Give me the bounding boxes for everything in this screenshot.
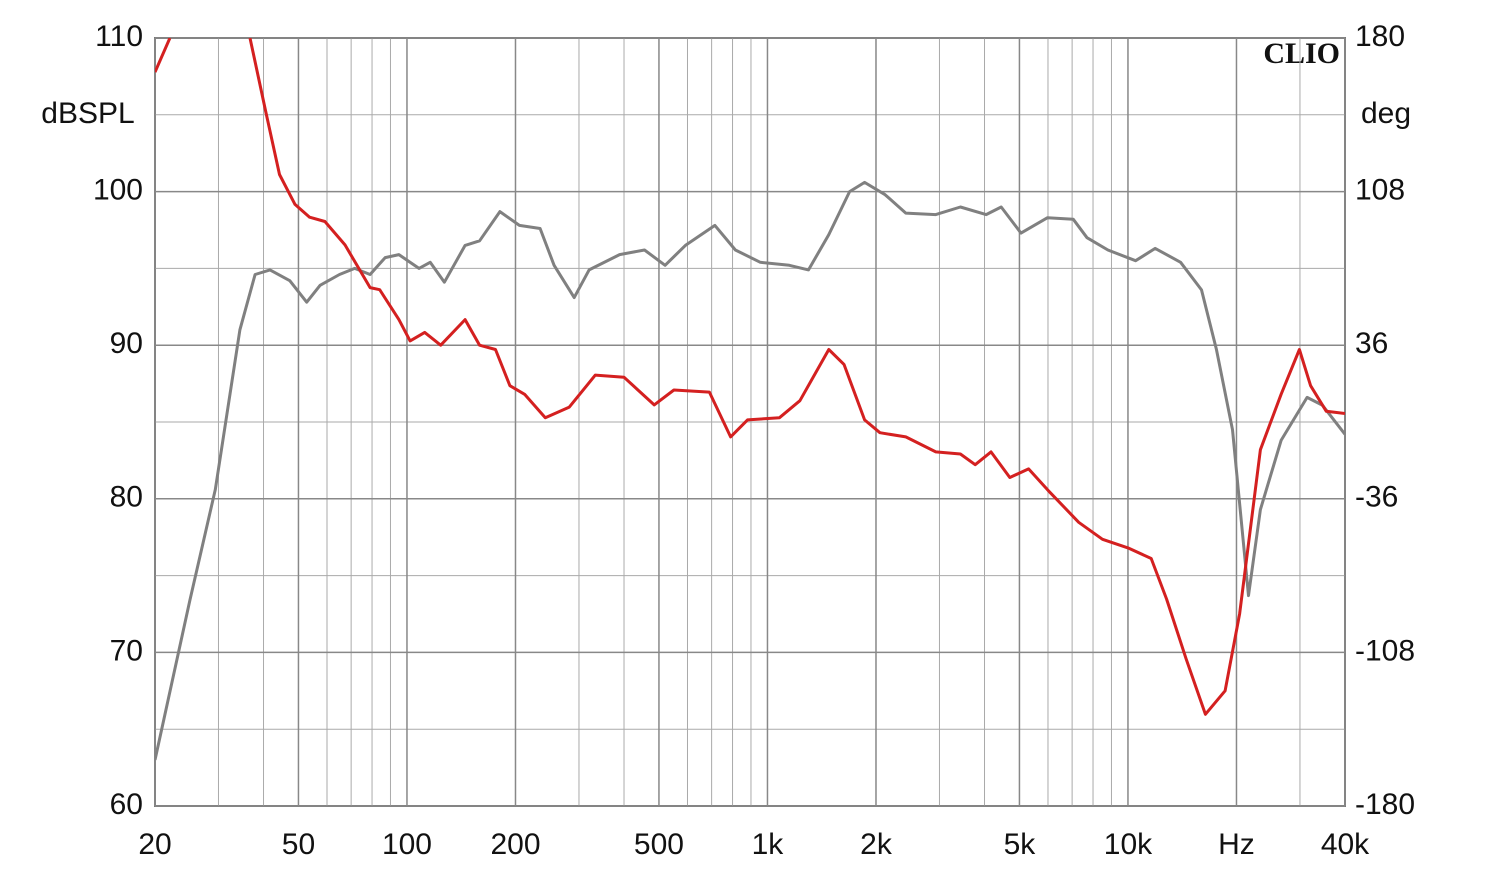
y2-axis-label: deg: [1361, 97, 1411, 130]
y-tick-label: 60: [110, 788, 143, 821]
series-line: [155, 180, 1345, 761]
y-tick-label: 100: [93, 174, 143, 207]
x-tick-label: 2k: [860, 828, 893, 861]
x-tick-label: 10k: [1104, 828, 1153, 861]
grid: [154, 37, 1346, 807]
y2-tick-label: 180: [1355, 20, 1405, 53]
x-tick-label: 100: [382, 828, 432, 861]
logo: CLIO: [1263, 37, 1340, 70]
x-tick-label: Hz: [1218, 828, 1255, 861]
y2-tick-label: 36: [1355, 327, 1388, 360]
y2-tick-label: -36: [1355, 481, 1398, 514]
x-tick-label: 20: [138, 828, 171, 861]
x-tick-label: 50: [282, 828, 315, 861]
y-tick-label: 110: [95, 20, 143, 53]
y2-tick-label: -108: [1355, 634, 1415, 667]
x-tick-label: 40k: [1321, 828, 1370, 861]
y-axis-label: dBSPL: [41, 97, 134, 130]
y-tick-label: 80: [110, 481, 143, 514]
x-tick-label: 5k: [1004, 828, 1037, 861]
y-tick-label: 90: [110, 327, 143, 360]
x-tick-label: 500: [634, 828, 684, 861]
x-tick-label: 200: [490, 828, 540, 861]
y2-tick-label: 108: [1355, 174, 1405, 207]
y-tick-label: 70: [110, 634, 143, 667]
x-tick-label: 1k: [752, 828, 785, 861]
y2-tick-label: -180: [1355, 788, 1415, 821]
series-line: [155, 38, 1345, 716]
